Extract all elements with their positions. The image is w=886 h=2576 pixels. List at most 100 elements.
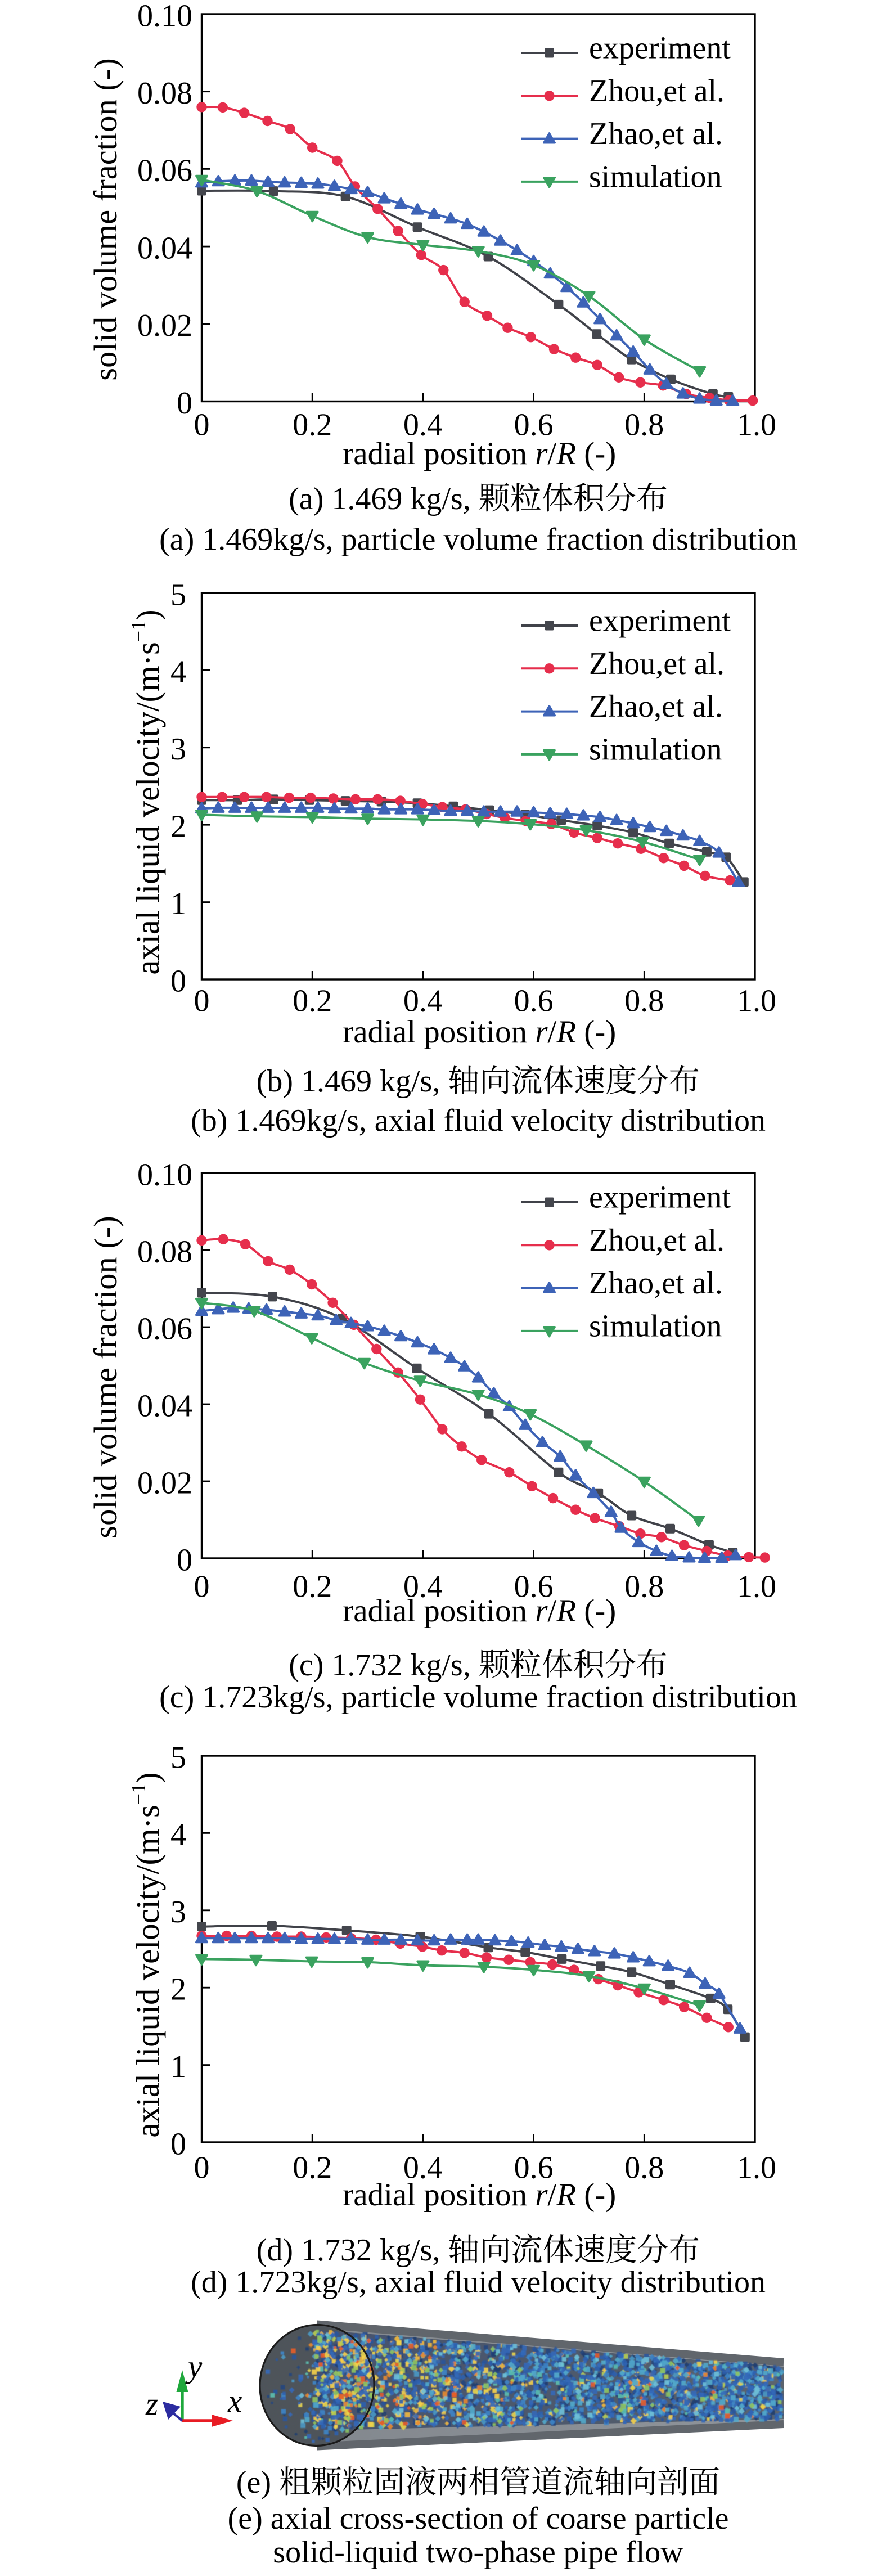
- svg-text:x: x: [227, 2384, 242, 2419]
- svg-text:3: 3: [170, 732, 186, 767]
- svg-text:Zhou,et al.: Zhou,et al.: [589, 74, 725, 109]
- svg-text:0.10: 0.10: [137, 1157, 192, 1192]
- svg-text:0.6: 0.6: [514, 983, 554, 1018]
- svg-text:0: 0: [177, 386, 192, 421]
- svg-text:0.2: 0.2: [293, 1569, 332, 1604]
- svg-text:0.04: 0.04: [137, 1388, 192, 1423]
- svg-text:Zhao,et al.: Zhao,et al.: [589, 689, 723, 724]
- svg-text:solid volume fraction (-): solid volume fraction (-): [87, 1216, 124, 1538]
- svg-text:0: 0: [194, 407, 210, 442]
- svg-text:simulation: simulation: [589, 732, 722, 767]
- svg-text:(-): (-): [576, 2177, 616, 2213]
- svg-text:0.6: 0.6: [514, 1569, 554, 1604]
- svg-text:/: /: [547, 2177, 556, 2213]
- svg-text:(a) 1.469kg/s, particle volume: (a) 1.469kg/s, particle volume fraction …: [159, 522, 797, 557]
- svg-text:): ): [129, 609, 166, 620]
- svg-text:0.4: 0.4: [403, 983, 443, 1018]
- svg-text:0.6: 0.6: [514, 407, 554, 442]
- svg-text:0.2: 0.2: [293, 2150, 332, 2185]
- svg-text:5: 5: [170, 577, 186, 612]
- svg-text:r: r: [535, 2177, 548, 2213]
- svg-text:0.4: 0.4: [403, 2150, 443, 2185]
- svg-text:0: 0: [170, 2127, 186, 2161]
- svg-text:R: R: [556, 1593, 576, 1629]
- svg-text:0: 0: [194, 1569, 210, 1604]
- svg-text:solid volume fraction (-): solid volume fraction (-): [87, 58, 124, 380]
- svg-text:0.8: 0.8: [624, 983, 664, 1018]
- svg-text:4: 4: [170, 655, 186, 690]
- svg-text:(e) axial cross-section of coa: (e) axial cross-section of coarse partic…: [228, 2501, 729, 2536]
- svg-text:−1: −1: [127, 621, 150, 642]
- svg-text:Zhou,et al.: Zhou,et al.: [589, 1223, 725, 1258]
- svg-text:simulation: simulation: [589, 1309, 722, 1343]
- svg-text:(e): (e): [236, 2465, 279, 2500]
- svg-text:0: 0: [194, 983, 210, 1018]
- svg-text:5: 5: [170, 1740, 186, 1775]
- svg-text:simulation: simulation: [589, 159, 722, 194]
- svg-text:1.0: 1.0: [737, 983, 776, 1018]
- svg-text:0.8: 0.8: [624, 2150, 664, 2185]
- svg-text:2: 2: [170, 1972, 186, 2007]
- svg-text:(b) 1.469kg/s, axial fluid vel: (b) 1.469kg/s, axial fluid velocity dist…: [191, 1103, 766, 1138]
- svg-text:0.8: 0.8: [624, 407, 664, 442]
- svg-text:(c) 1.732 kg/s,: (c) 1.732 kg/s,: [289, 1648, 479, 1683]
- svg-text:radial position: radial position: [343, 1014, 535, 1050]
- svg-text:(b) 1.469 kg/s,: (b) 1.469 kg/s,: [257, 1064, 448, 1099]
- svg-text:0.06: 0.06: [137, 1311, 192, 1346]
- svg-text:0.08: 0.08: [137, 1234, 192, 1269]
- svg-text:experiment: experiment: [589, 1180, 731, 1215]
- svg-text:0.06: 0.06: [137, 154, 192, 188]
- svg-text:R: R: [556, 2177, 576, 2213]
- svg-text:): ): [129, 1772, 166, 1783]
- svg-text:(-): (-): [576, 1014, 616, 1050]
- svg-text:(-): (-): [576, 436, 616, 471]
- svg-text:0.08: 0.08: [137, 76, 192, 111]
- svg-text:1.0: 1.0: [737, 407, 776, 442]
- svg-text:0.04: 0.04: [137, 231, 192, 266]
- svg-text:(d) 1.723kg/s, axial fluid vel: (d) 1.723kg/s, axial fluid velocity dist…: [191, 2265, 766, 2300]
- svg-text:0: 0: [177, 1543, 192, 1577]
- svg-text:1.0: 1.0: [737, 2150, 776, 2185]
- svg-text:axial liquid velocity/(m·s: axial liquid velocity/(m·s: [129, 642, 166, 974]
- svg-text:4: 4: [170, 1818, 186, 1853]
- svg-text:1: 1: [170, 887, 186, 921]
- svg-text:(-): (-): [576, 1593, 616, 1629]
- svg-text:/: /: [547, 436, 556, 471]
- svg-text:0.10: 0.10: [137, 0, 192, 33]
- svg-text:0: 0: [194, 2150, 210, 2185]
- svg-text:z: z: [145, 2386, 158, 2422]
- svg-text:radial position: radial position: [343, 1593, 535, 1629]
- svg-text:R: R: [556, 436, 576, 471]
- svg-text:experiment: experiment: [589, 604, 731, 639]
- svg-text:3: 3: [170, 1895, 186, 1930]
- svg-text:2: 2: [170, 810, 186, 844]
- svg-text:0.6: 0.6: [514, 2150, 554, 2185]
- svg-text:0: 0: [170, 964, 186, 999]
- svg-text:radial position: radial position: [343, 2177, 535, 2213]
- svg-text:Zhao,et al.: Zhao,et al.: [589, 116, 723, 151]
- svg-text:0.02: 0.02: [137, 1465, 192, 1500]
- svg-text:experiment: experiment: [589, 31, 731, 66]
- svg-text:0.2: 0.2: [293, 983, 332, 1018]
- svg-text:0.4: 0.4: [403, 407, 443, 442]
- svg-text:−1: −1: [127, 1783, 150, 1805]
- svg-text:Zhao,et al.: Zhao,et al.: [589, 1266, 723, 1301]
- svg-text:r: r: [535, 1014, 548, 1050]
- svg-text:(a) 1.469 kg/s,: (a) 1.469 kg/s,: [289, 482, 479, 516]
- svg-text:Zhou,et al.: Zhou,et al.: [589, 646, 725, 681]
- svg-text:(c) 1.723kg/s, particle volume: (c) 1.723kg/s, particle volume fraction …: [159, 1680, 797, 1715]
- svg-text:y: y: [185, 2349, 203, 2385]
- svg-text:0.02: 0.02: [137, 308, 192, 343]
- svg-text:1: 1: [170, 2049, 186, 2084]
- svg-text:radial position: radial position: [343, 436, 535, 471]
- svg-text:solid-liquid two-phase pipe fl: solid-liquid two-phase pipe flow: [273, 2535, 683, 2570]
- svg-text:/: /: [547, 1014, 556, 1050]
- svg-text:R: R: [556, 1014, 576, 1050]
- svg-text:0.4: 0.4: [403, 1569, 443, 1604]
- svg-text:0.8: 0.8: [624, 1569, 664, 1604]
- svg-text:axial liquid velocity/(m·s: axial liquid velocity/(m·s: [129, 1805, 166, 2137]
- svg-text:r: r: [535, 1593, 548, 1629]
- svg-text:r: r: [535, 436, 548, 471]
- svg-text:0.2: 0.2: [293, 407, 332, 442]
- svg-text:(d) 1.732 kg/s,: (d) 1.732 kg/s,: [257, 2233, 448, 2268]
